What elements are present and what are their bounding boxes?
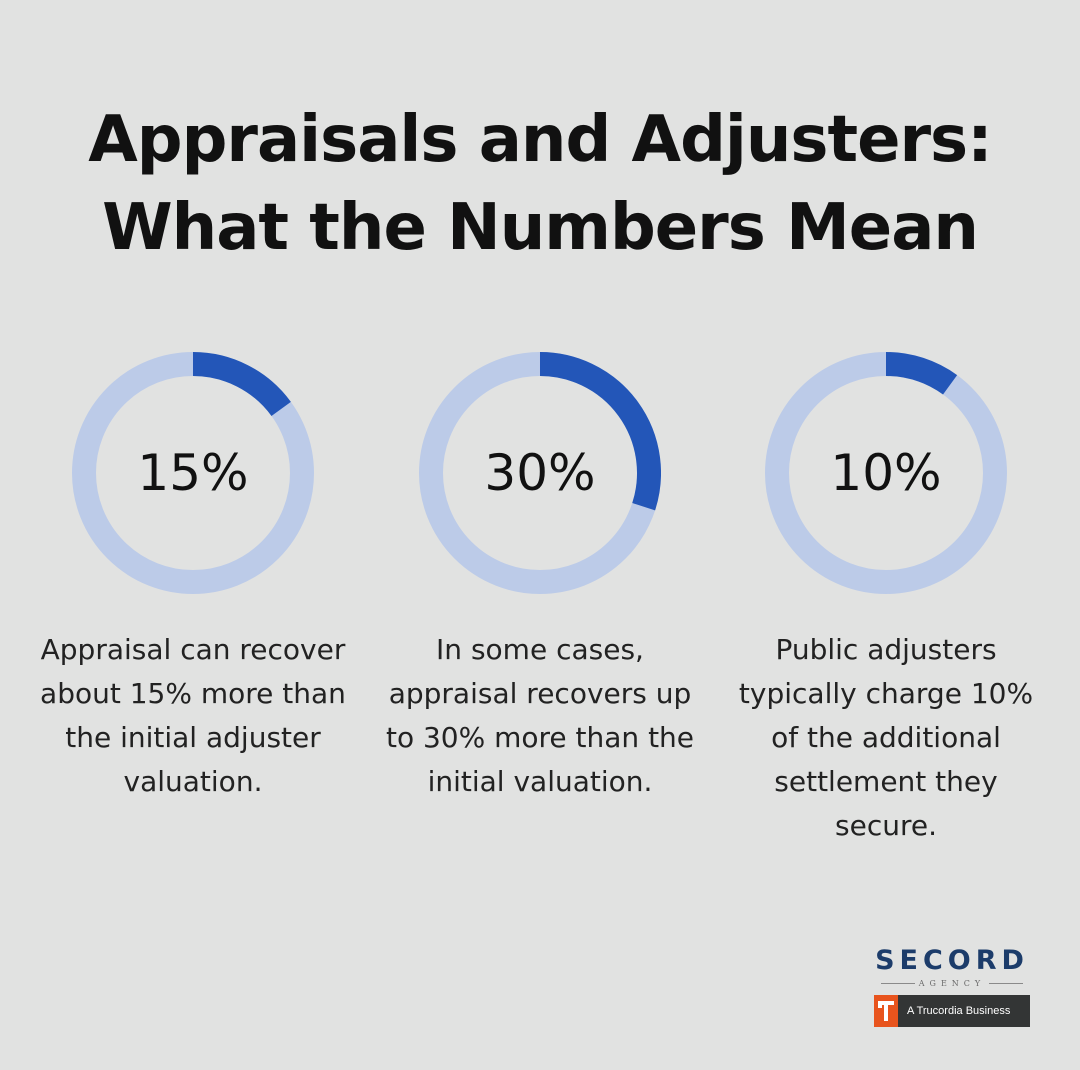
trucordia-badge: A Trucordia Business [874, 995, 1030, 1027]
donut-chart-1: 15% [72, 352, 314, 594]
stat-value-3: 10% [830, 444, 942, 502]
logo-sub-text: AGENCY [918, 978, 986, 988]
donut-svg-1 [72, 352, 314, 594]
logo-subline: AGENCY [862, 977, 1042, 989]
stat-card-3: 10% Public adjusters typically charge 10… [716, 352, 1056, 848]
donut-arc-2 [539, 352, 661, 511]
stat-caption-2: In some cases, appraisal recovers up to … [385, 633, 695, 798]
logo-wordmark: SECORD [875, 945, 1029, 976]
page-title: Appraisals and Adjusters: What the Numbe… [0, 96, 1080, 272]
trucordia-t-svg [878, 1001, 894, 1021]
badge-text: A Trucordia Business [907, 1005, 1011, 1017]
donut-chart-2: 30% [419, 352, 661, 594]
logo-rule-right [989, 982, 1024, 984]
stat-caption-1: Appraisal can recover about 15% more tha… [40, 633, 346, 798]
trucordia-t-icon [874, 995, 898, 1027]
donut-svg-2 [419, 352, 661, 594]
donut-arc-3 [885, 352, 958, 395]
logo-rule-left [880, 982, 915, 984]
stat-value-1: 15% [137, 444, 249, 502]
stat-card-2: 30% In some cases, appraisal recovers up… [370, 352, 710, 804]
donut-arc-1 [192, 352, 291, 417]
stat-card-1: 15% Appraisal can recover about 15% more… [23, 352, 363, 804]
donut-chart-3: 10% [765, 352, 1007, 594]
title-line-2: What the Numbers Mean [102, 191, 979, 265]
stat-value-2: 30% [484, 444, 596, 502]
donut-svg-3 [765, 352, 1007, 594]
title-line-1: Appraisals and Adjusters: [88, 103, 992, 177]
secord-agency-logo: SECORD AGENCY A Trucordia Business [862, 946, 1042, 1036]
stat-caption-3: Public adjusters typically charge 10% of… [738, 633, 1034, 842]
